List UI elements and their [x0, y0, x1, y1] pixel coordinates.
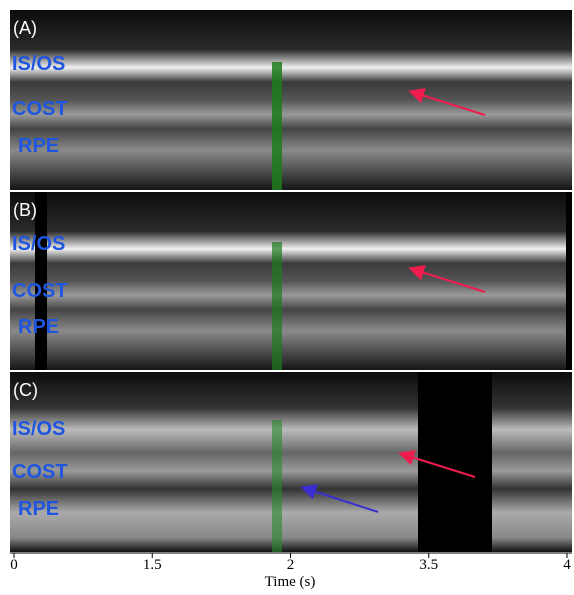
layer-label: RPE	[18, 135, 59, 157]
gap	[35, 192, 47, 370]
layer-label: COST	[12, 98, 68, 120]
x-tick-label: 1.5	[143, 557, 162, 573]
marker-bar	[272, 242, 282, 370]
marker-bar	[272, 62, 282, 190]
layer-label: IS/OS	[12, 418, 65, 440]
marker-bar	[272, 420, 282, 552]
x-tick-label: 2	[287, 557, 295, 573]
panel-label: (C)	[13, 380, 38, 400]
oct-image	[10, 192, 572, 370]
arrow	[398, 449, 476, 478]
layer-label: COST	[12, 280, 68, 302]
layer-label: RPE	[18, 498, 59, 520]
layer-label: IS/OS	[12, 233, 65, 255]
x-tick-label: 3.5	[419, 557, 438, 573]
panel-label: (A)	[13, 18, 37, 38]
layer-label: RPE	[18, 316, 59, 338]
layer-label: COST	[12, 461, 68, 483]
arrow	[300, 484, 379, 513]
x-tick-label: 4	[563, 557, 571, 573]
arrow	[408, 87, 486, 116]
arrow	[408, 264, 486, 293]
panel-c	[10, 372, 572, 552]
x-tick-label: 0	[10, 557, 18, 573]
panel-label: (B)	[13, 200, 37, 220]
axis-title: Time (s)	[265, 574, 316, 590]
panel-b	[10, 192, 572, 370]
layer-label: IS/OS	[12, 53, 65, 75]
oct-image	[10, 10, 572, 190]
gap	[566, 192, 572, 370]
panel-a	[10, 10, 572, 190]
